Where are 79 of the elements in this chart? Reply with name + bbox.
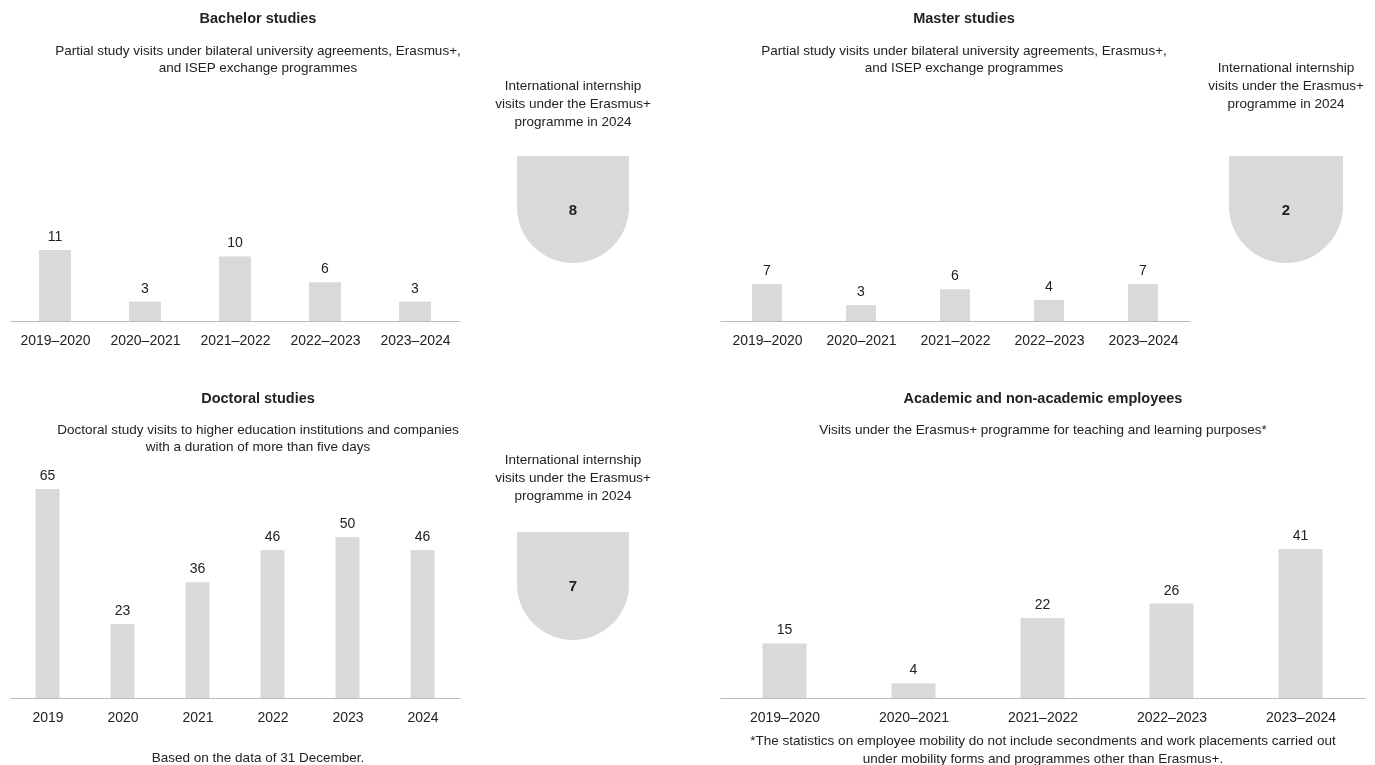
text: 8	[568, 200, 578, 218]
x-tick-label: 2020–2021	[110, 331, 181, 348]
x-tick-label: 2023	[332, 708, 364, 725]
chart-title: Master studies	[913, 10, 1015, 26]
text: International internship visits under the Erasmus+ programme in 2024	[1208, 60, 1364, 111]
x-tick-label: 2022–2023	[1014, 331, 1085, 348]
chart-subtitle: Doctoral study visits to higher education institutions and companies with a duration of more than five days	[57, 422, 459, 454]
data-label: 41	[1292, 527, 1309, 543]
x-tick-label: 2022–2023	[1136, 708, 1208, 725]
text: *The statistics on employee mobility do not include secondments and work placements carried out under mobility forms and programmes other than Erasmus+.	[750, 733, 1336, 765]
data-label: 36	[189, 560, 206, 577]
bar	[309, 282, 341, 321]
data-label: 65	[39, 467, 56, 483]
bar	[35, 489, 60, 698]
text: 7	[568, 577, 578, 594]
x-tick-label: 2020–2021	[826, 331, 897, 348]
chart-title: Academic and non-academic employees	[903, 390, 1183, 406]
bar	[891, 683, 936, 698]
data-label: 3	[857, 283, 866, 300]
data-label: 46	[414, 528, 431, 545]
bar	[335, 537, 360, 698]
text: International internship visits under the Erasmus+ programme in 2024	[495, 452, 651, 503]
x-tick-label: 2021	[182, 708, 214, 725]
chart-title: Bachelor studies	[199, 10, 317, 26]
chart-subtitle: Partial study visits under bilateral university agreements, Erasmus+, and ISEP exchange programmes	[761, 43, 1167, 75]
bar	[219, 256, 251, 321]
bar	[1034, 299, 1064, 321]
x-tick-label: 2020–2021	[878, 708, 950, 725]
x-tick-label: 2023–2024	[1108, 331, 1179, 348]
bar	[129, 301, 161, 321]
x-tick-label: 2020	[107, 708, 139, 725]
data-label: 3	[411, 279, 420, 296]
data-label: 22	[1034, 596, 1051, 613]
text: International internship visits under the Erasmus+ programme in 2024	[495, 78, 651, 129]
data-label: 7	[1139, 262, 1148, 278]
data-label: 15	[776, 621, 793, 638]
text: Based on the data of 31 December.	[151, 750, 365, 765]
data-label: 26	[1163, 581, 1180, 598]
bar	[260, 550, 285, 698]
x-tick-label: 2023–2024	[380, 331, 451, 348]
x-tick-label: 2021–2022	[920, 331, 991, 348]
x-tick-label: 2022–2023	[290, 331, 361, 348]
x-tick-label: 2021–2022	[200, 331, 271, 348]
data-label: 11	[47, 228, 63, 244]
data-label: 50	[339, 515, 356, 532]
data-label: 23	[114, 602, 131, 619]
x-tick-label: 2023–2024	[1265, 708, 1337, 725]
x-tick-label: 2024	[407, 708, 439, 725]
data-label: 3	[141, 279, 150, 296]
bar	[1278, 549, 1323, 698]
bar	[1020, 618, 1065, 698]
x-tick-label: 2021–2022	[1007, 708, 1079, 725]
data-label: 4	[909, 661, 918, 678]
text: 2	[1281, 200, 1291, 218]
x-tick-label: 2022	[257, 708, 289, 725]
data-label: 6	[951, 267, 960, 284]
bar	[185, 582, 210, 698]
data-label: 46	[264, 528, 281, 545]
data-label: 10	[227, 234, 243, 251]
bar	[940, 289, 970, 321]
x-tick-label: 2019–2020	[20, 331, 91, 348]
bar	[110, 624, 135, 698]
x-tick-label: 2019–2020	[732, 331, 803, 348]
bar	[752, 284, 782, 321]
bar	[410, 550, 435, 698]
chart-subtitle: Partial study visits under bilateral university agreements, Erasmus+, and ISEP exchange programmes	[55, 43, 461, 75]
chart-title: Doctoral studies	[201, 390, 315, 406]
bar	[399, 301, 431, 321]
data-label: 7	[763, 262, 772, 278]
bar	[846, 305, 876, 321]
bar	[1128, 284, 1158, 321]
bar	[1149, 603, 1194, 698]
bar	[39, 250, 71, 321]
data-label: 6	[321, 260, 330, 277]
x-tick-label: 2019–2020	[749, 708, 821, 725]
chart-subtitle: Visits under the Erasmus+ programme for teaching and learning purposes*	[819, 422, 1268, 437]
bar	[762, 643, 807, 698]
x-tick-label: 2019	[32, 708, 64, 725]
data-label: 4	[1045, 277, 1054, 294]
